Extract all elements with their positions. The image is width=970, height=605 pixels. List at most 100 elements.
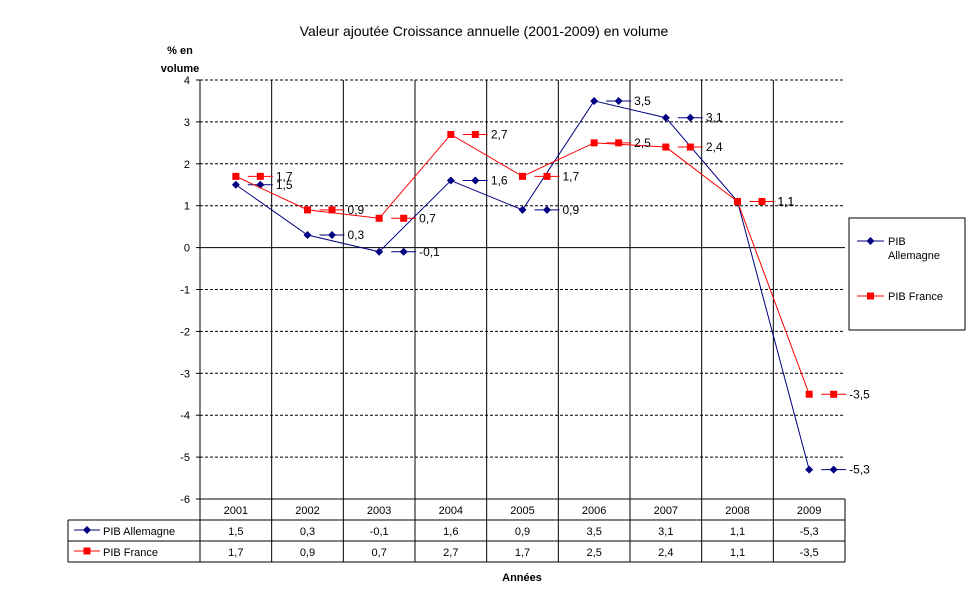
data-label-key-marker: [328, 231, 336, 240]
y-tick-label: -5: [180, 452, 190, 464]
table-legend-key-marker: [83, 526, 91, 534]
x-tick-label: 2007: [654, 505, 678, 517]
data-point: [375, 214, 383, 222]
table-cell-value: 0,9: [515, 526, 530, 538]
data-label-key-marker: [543, 172, 551, 180]
legend-label: Allemagne: [888, 250, 940, 262]
data-label: 1,5: [276, 178, 293, 192]
chart-title: Valeur ajoutée Croissance annuelle (2001…: [300, 23, 669, 39]
table-cell-value: 1,6: [443, 526, 458, 538]
data-label: 2,4: [706, 140, 723, 154]
x-tick-label: 2008: [725, 505, 749, 517]
x-axis-title: Années: [502, 572, 542, 584]
table-cell-value: 1,7: [515, 547, 530, 559]
table-series-name: PIB France: [103, 547, 158, 559]
y-tick-label: 3: [184, 117, 190, 129]
table-cell-value: 0,3: [300, 526, 315, 538]
data-label-key-marker: [686, 113, 695, 122]
data-label: 2,7: [491, 127, 508, 141]
y-tick-label: -2: [180, 326, 190, 338]
data-point: [661, 113, 670, 122]
data-point: [303, 231, 312, 240]
data-table: 2001 2002 2003 2004 2005 2006 2007 2008 2009 PIB …: [67, 498, 846, 563]
y-tick-label: -3: [180, 368, 190, 380]
table-cell-value: 3,5: [587, 526, 602, 538]
data-label-key-marker: [830, 390, 838, 398]
table-series-name: PIB Allemagne: [103, 526, 175, 538]
y-tick-label: 4: [184, 75, 190, 87]
table-cell-value: 2,5: [587, 547, 602, 559]
data-label-key-marker: [543, 205, 551, 214]
data-label: -5,3: [849, 463, 870, 477]
data-label-key-marker: [615, 139, 623, 147]
data-label: 2,5: [634, 136, 651, 150]
data-label-key-marker: [758, 198, 766, 206]
x-tick-label: 2003: [367, 505, 391, 517]
y-tick-label: 2: [184, 159, 190, 171]
legend-label: PIB France: [888, 291, 943, 303]
data-label: 3,5: [634, 94, 651, 108]
y-axis-ticks: 4 3 2 1 0 -1 -2 -3 -4 -5 -6: [180, 75, 200, 506]
data-point: [662, 143, 670, 151]
data-label-key-marker: [471, 176, 480, 185]
legend-key-marker: [867, 292, 874, 300]
data-point: [375, 247, 384, 256]
data-label: 1,7: [563, 169, 580, 183]
table-cell-value: -5,3: [800, 526, 819, 538]
data-point: [231, 180, 240, 189]
data-point: [590, 139, 598, 147]
table-cell-value: 1,1: [730, 526, 745, 538]
data-label: 0,9: [348, 203, 365, 217]
table-cell-value: 2,7: [443, 547, 458, 559]
y-axis-title-line1: % en: [167, 45, 193, 57]
data-point: [232, 172, 240, 180]
data-point: [519, 172, 526, 180]
y-tick-label: 1: [184, 201, 190, 213]
x-tick-label: 2009: [797, 505, 821, 517]
data-label: 1,1: [778, 195, 795, 209]
x-tick-label: 2001: [224, 505, 248, 517]
table-cell-value: 3,1: [658, 526, 673, 538]
data-label: 0,7: [419, 211, 436, 225]
y-axis-title-line2: volume: [161, 63, 200, 75]
data-label-key-marker: [614, 96, 623, 105]
data-point: [447, 130, 455, 138]
legend-label: PIB: [888, 236, 906, 248]
legend-box: [848, 217, 966, 331]
table-cell-value: 1,5: [228, 526, 243, 538]
data-label-key-marker: [686, 143, 694, 151]
data-label-key-marker: [256, 172, 264, 180]
table-legend-key-marker: [83, 547, 91, 555]
gridlines: [200, 79, 845, 499]
y-tick-label: -1: [180, 285, 190, 297]
data-point: [446, 176, 455, 185]
series-line: [235, 100, 810, 470]
y-tick-label: -4: [180, 410, 190, 422]
data-label-key-marker: [471, 130, 479, 138]
data-label: -3,5: [849, 387, 870, 401]
x-tick-label: 2002: [295, 505, 319, 517]
data-point: [590, 96, 599, 105]
y-tick-label: 0: [184, 243, 190, 255]
table-cell-value: 0,7: [372, 547, 387, 559]
x-tick-label: 2005: [510, 505, 534, 517]
data-label-key-marker: [328, 206, 336, 214]
table-cell-value: 2,4: [658, 547, 673, 559]
table-cell-value: 1,1: [730, 547, 745, 559]
data-label: 0,3: [348, 228, 365, 242]
y-tick-label: -6: [180, 494, 190, 506]
data-point: [304, 206, 311, 214]
table-cell-value: 0,9: [300, 547, 315, 559]
data-label: -0,1: [419, 245, 440, 259]
data-label: 1,7: [276, 169, 293, 183]
table-cell-value: 1,7: [228, 547, 243, 559]
data-label-key-marker: [829, 465, 838, 474]
data-point: [518, 205, 527, 214]
data-label-key-marker: [400, 214, 408, 222]
table-cell-value: -3,5: [800, 547, 819, 559]
table-cell-value: -0,1: [370, 526, 389, 538]
x-tick-label: 2006: [582, 505, 606, 517]
data-point: [734, 198, 741, 206]
x-tick-label: 2004: [439, 505, 463, 517]
